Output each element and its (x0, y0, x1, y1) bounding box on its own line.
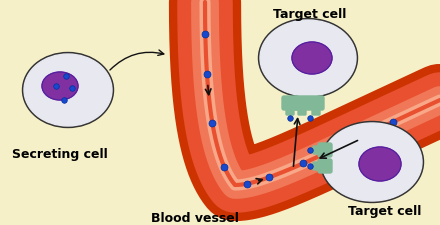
Ellipse shape (359, 147, 401, 181)
Ellipse shape (22, 52, 114, 128)
Text: Target cell: Target cell (273, 8, 347, 21)
Ellipse shape (292, 42, 332, 74)
Text: Secreting cell: Secreting cell (12, 148, 108, 161)
Text: Target cell: Target cell (348, 205, 422, 218)
Ellipse shape (24, 54, 112, 126)
FancyBboxPatch shape (313, 146, 321, 154)
FancyBboxPatch shape (298, 107, 306, 115)
Ellipse shape (42, 72, 78, 100)
Ellipse shape (259, 18, 357, 97)
Ellipse shape (320, 122, 423, 202)
FancyBboxPatch shape (312, 107, 320, 115)
FancyBboxPatch shape (318, 143, 332, 157)
FancyBboxPatch shape (294, 96, 310, 110)
FancyBboxPatch shape (318, 159, 332, 173)
FancyBboxPatch shape (313, 162, 321, 170)
Ellipse shape (260, 20, 356, 96)
Ellipse shape (322, 123, 422, 201)
FancyBboxPatch shape (286, 107, 294, 115)
Text: Blood vessel: Blood vessel (151, 212, 239, 225)
FancyBboxPatch shape (308, 96, 324, 110)
FancyBboxPatch shape (282, 96, 298, 110)
